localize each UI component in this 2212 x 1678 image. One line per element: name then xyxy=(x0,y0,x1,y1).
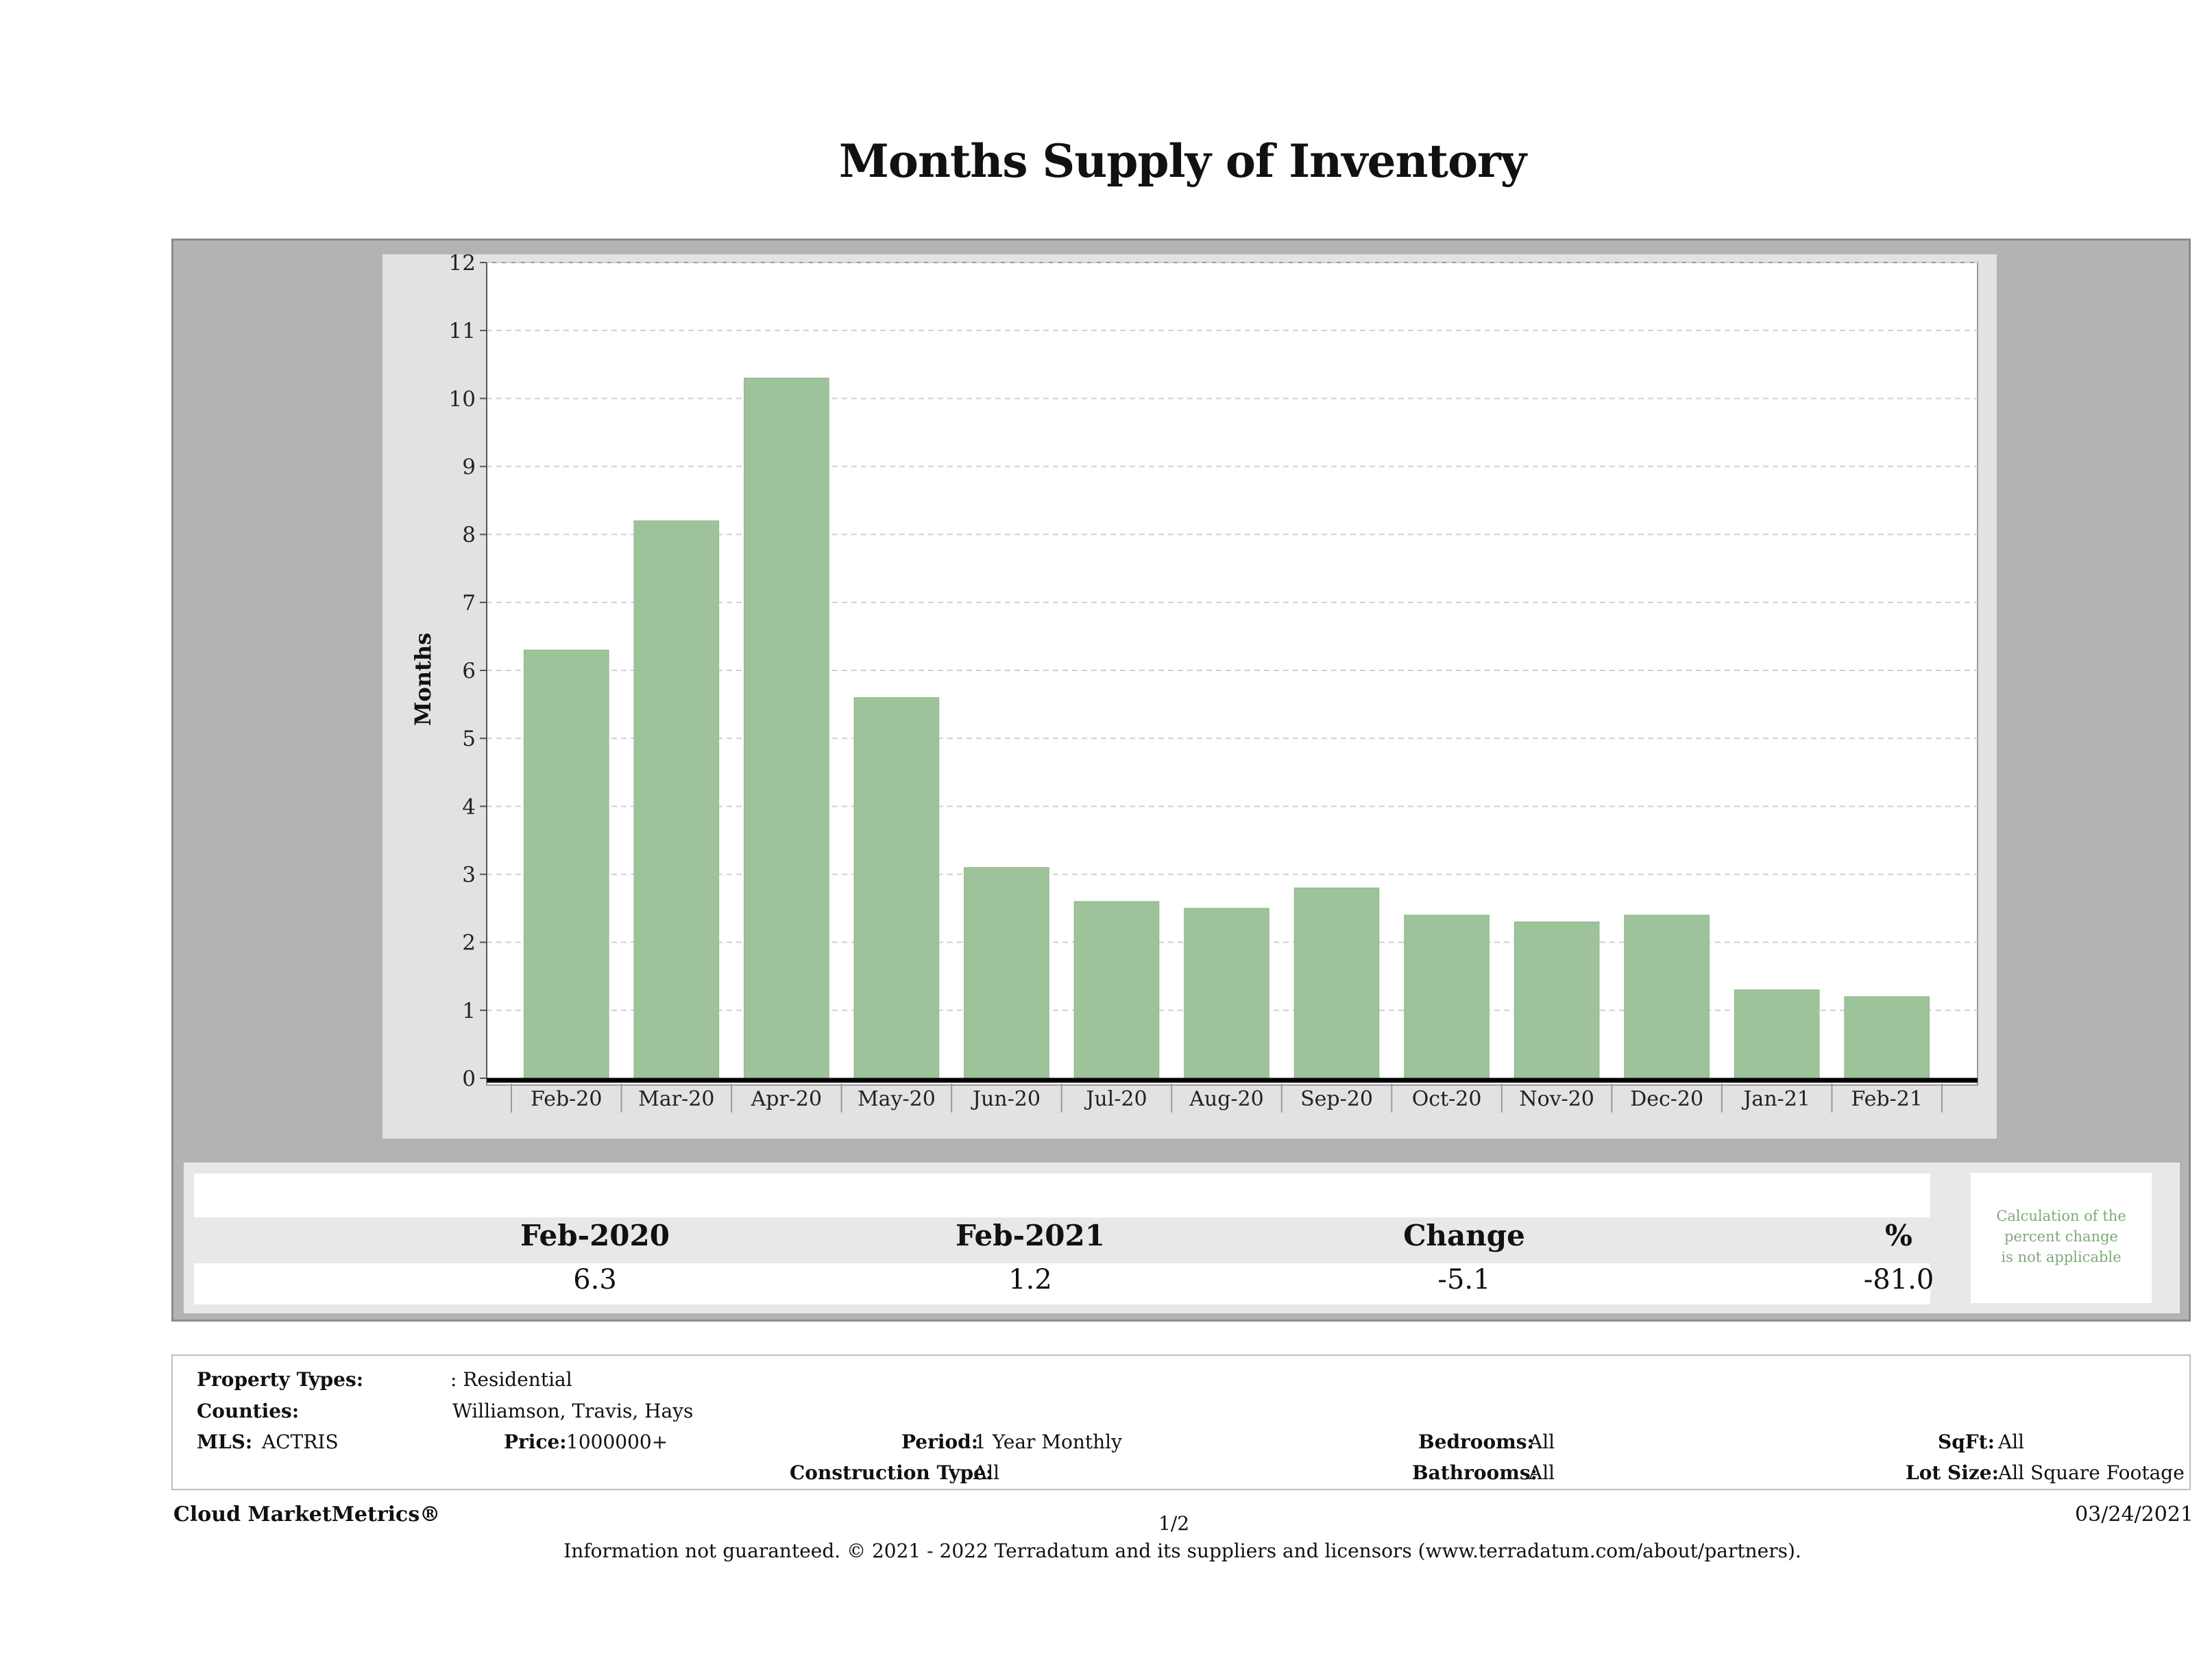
start-period-value: 6.3 xyxy=(573,1264,617,1296)
bathrooms-label: Bathrooms: xyxy=(1412,1461,1538,1484)
y-tick-label: 3 xyxy=(462,863,476,888)
bar xyxy=(744,378,829,1079)
change-value: -5.1 xyxy=(1437,1264,1491,1296)
x-tick-label: Jun-20 xyxy=(971,1087,1041,1111)
bar xyxy=(1844,996,1930,1079)
construction-type-label: Construction Type: xyxy=(790,1461,993,1484)
y-tick-label: 4 xyxy=(462,794,476,819)
end-period-value: 1.2 xyxy=(1008,1264,1052,1296)
percent-value: -81.0 xyxy=(1863,1264,1934,1296)
x-tick-label: Apr-20 xyxy=(751,1087,823,1111)
counties-label: Counties: xyxy=(197,1400,300,1422)
y-tick-label: 5 xyxy=(462,727,476,751)
x-tick-label: Jan-21 xyxy=(1741,1087,1810,1111)
y-tick-label: 0 xyxy=(462,1067,476,1091)
y-tick-label: 12 xyxy=(449,254,476,276)
counties-value: Williamson, Travis, Hays xyxy=(452,1400,694,1422)
bedrooms-label: Bedrooms: xyxy=(1418,1431,1534,1453)
x-tick-label: Feb-21 xyxy=(1851,1087,1923,1111)
y-tick-label: 11 xyxy=(449,319,476,343)
x-tick-label: Nov-20 xyxy=(1519,1087,1594,1111)
construction-type-value: All xyxy=(973,1461,1000,1484)
x-tick-label: Aug-20 xyxy=(1189,1087,1264,1111)
x-tick-label: Feb-20 xyxy=(531,1087,602,1111)
bedrooms-value: All xyxy=(1529,1431,1555,1453)
y-tick-label: 10 xyxy=(449,387,476,411)
summary-values-strip xyxy=(194,1263,1930,1304)
bar xyxy=(853,697,940,1079)
x-tick-label: Mar-20 xyxy=(638,1087,714,1111)
chart-frame: 0 1 2 3 4 5 6 7 8 9 10 11 12 Feb-20 Mar-20 Apr-20 May-20… xyxy=(382,254,1997,1139)
y-tick-label: 8 xyxy=(462,523,476,548)
property-types-label: Property Types: xyxy=(197,1368,364,1391)
bar xyxy=(1624,914,1710,1079)
x-tick-label: May-20 xyxy=(858,1087,936,1111)
x-tick-label: Dec-20 xyxy=(1630,1087,1703,1111)
chart-panel: 0 1 2 3 4 5 6 7 8 9 10 11 12 Feb-20 Mar-20 Apr-20 May-20… xyxy=(171,239,2191,1322)
lot-size-value: All Square Footage xyxy=(1998,1461,2185,1484)
x-tick-label: Sep-20 xyxy=(1300,1087,1373,1111)
start-period-header: Feb-2020 xyxy=(520,1219,670,1252)
bar xyxy=(1514,921,1600,1079)
summary-header-strip xyxy=(194,1174,1930,1217)
percent-note: Calculation of the percent change is not… xyxy=(1971,1173,2152,1303)
period-label: Period: xyxy=(901,1431,979,1453)
lot-size-label: Lot Size: xyxy=(1906,1461,1999,1484)
property-types-value: : Residential xyxy=(450,1368,572,1391)
page-number: 1/2 xyxy=(1158,1512,1190,1535)
y-tick-label: 6 xyxy=(462,659,476,683)
bar xyxy=(1404,914,1490,1079)
bar xyxy=(1184,908,1269,1079)
bar xyxy=(1293,887,1380,1079)
bar xyxy=(1734,989,1820,1079)
change-header: Change xyxy=(1403,1219,1525,1252)
x-tick-label: Oct-20 xyxy=(1412,1087,1482,1111)
percent-note-line: percent change xyxy=(2004,1228,2118,1245)
mls-value: ACTRIS xyxy=(262,1431,339,1453)
bar xyxy=(523,649,609,1079)
bar xyxy=(1073,901,1160,1079)
brand-name: Cloud MarketMetrics® xyxy=(173,1503,441,1527)
y-tick-label: 2 xyxy=(462,931,476,956)
percent-note-line: is not applicable xyxy=(2001,1249,2122,1265)
percent-header: % xyxy=(1885,1219,1912,1252)
filter-info-box: Property Types: : Residential Counties: … xyxy=(171,1354,2191,1490)
y-tick-label: 9 xyxy=(462,455,476,480)
x-tick-label: Jul-20 xyxy=(1084,1087,1147,1111)
sqft-label: SqFt: xyxy=(1938,1431,1995,1453)
end-period-header: Feb-2021 xyxy=(956,1219,1105,1252)
price-value: 1000000+ xyxy=(566,1431,668,1453)
price-label: Price: xyxy=(504,1431,567,1453)
y-axis-label: Months xyxy=(410,633,436,726)
report-date: 03/24/2021 xyxy=(2075,1503,2193,1527)
bar xyxy=(964,867,1049,1079)
sqft-value: All xyxy=(1998,1431,2025,1453)
bar xyxy=(633,520,720,1079)
y-tick-label: 1 xyxy=(462,999,476,1023)
percent-note-line: Calculation of the xyxy=(1996,1208,2126,1224)
period-value: 1 Year Monthly xyxy=(974,1431,1122,1453)
summary-table: Feb-2020 Feb-2021 Change % 6.3 1.2 -5.1 … xyxy=(184,1163,2180,1313)
disclaimer: Information not guaranteed. © 2021 - 202… xyxy=(563,1540,1801,1562)
mls-label: MLS: xyxy=(197,1431,253,1453)
bathrooms-value: All xyxy=(1529,1461,1555,1484)
page-title: Months Supply of Inventory xyxy=(838,134,1527,188)
y-tick-label: 7 xyxy=(462,591,476,616)
